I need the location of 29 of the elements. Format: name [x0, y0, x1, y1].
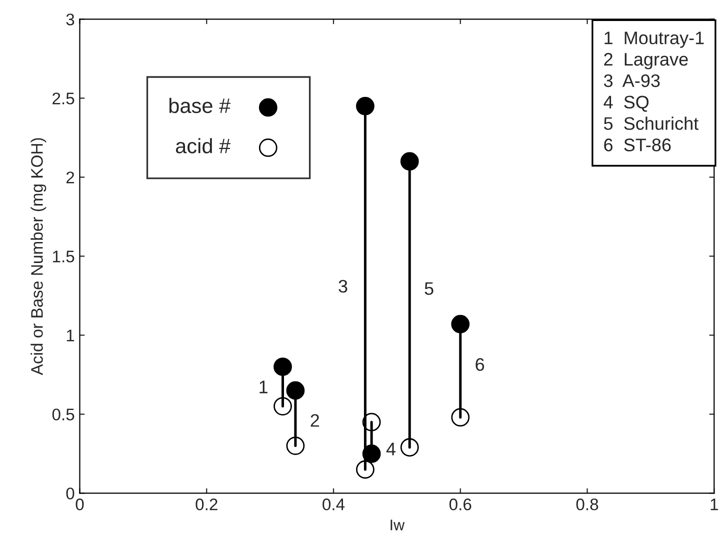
- legend-label: base #: [169, 98, 231, 114]
- x-tick-label: 0.8: [576, 498, 598, 510]
- point: [400, 152, 419, 171]
- x-tick-label: 1: [710, 498, 718, 510]
- annotation: 2: [310, 414, 319, 427]
- x-tick-label: 0.6: [449, 498, 472, 510]
- y-tick-label: 2: [66, 172, 74, 184]
- y-tick-label: 1: [66, 330, 74, 342]
- y-tick-label: 1.5: [52, 250, 74, 262]
- y-tick-label: 2.5: [52, 92, 74, 104]
- point: [286, 381, 305, 400]
- annotation: 4: [386, 442, 396, 456]
- point: [356, 96, 374, 116]
- x-tick-label: 0.4: [322, 498, 345, 510]
- point: [451, 314, 470, 334]
- x-tick-label: 0: [76, 498, 84, 510]
- legend-label: acid #: [176, 138, 231, 154]
- annotation: 6: [476, 358, 484, 371]
- annotation: 3: [338, 280, 348, 293]
- annotation: 5: [424, 282, 434, 295]
- y-tick-label: 3: [66, 14, 74, 26]
- point: [274, 358, 292, 376]
- y-tick-label: 0: [66, 488, 74, 500]
- annotation: 1: [260, 380, 268, 394]
- x-axis-title: Iw: [390, 520, 405, 530]
- y-tick-label: 0.5: [52, 408, 74, 420]
- annotation: 1 Moutray-1 2 Lagrave 3 A-93 4 SQ 5 Schuricht 6 ST-86: [604, 32, 704, 152]
- y-axis-title: Acid or Base Number (mg KOH): [30, 138, 46, 376]
- x-tick-label: 0.2: [196, 498, 218, 510]
